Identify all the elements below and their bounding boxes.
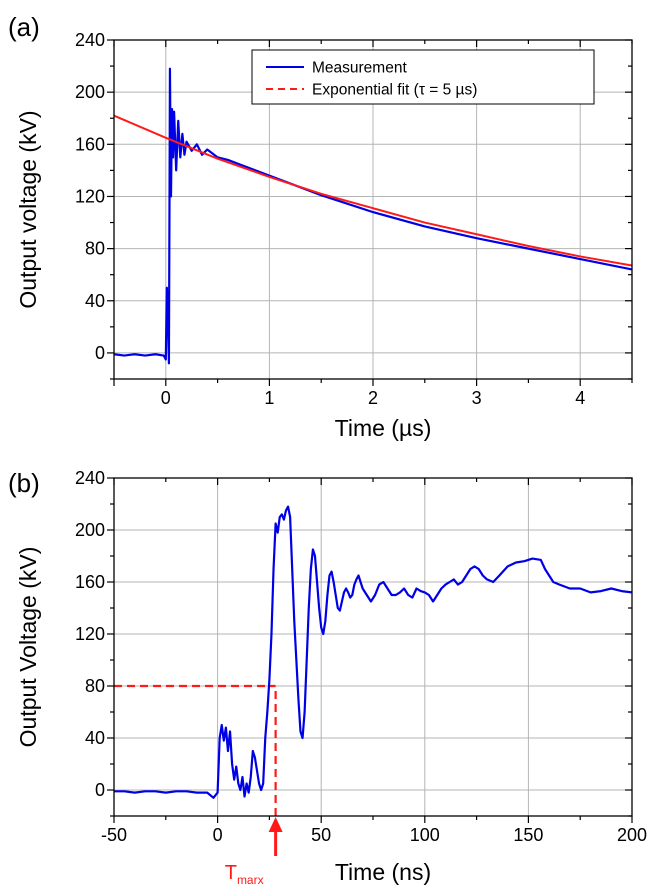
series-line-exponential-fit bbox=[114, 114, 632, 267]
panel-label: (a) bbox=[8, 12, 40, 42]
y-tick-label: 0 bbox=[95, 780, 105, 800]
series-line-measurement bbox=[114, 505, 632, 799]
series-group bbox=[114, 505, 632, 799]
x-axis-title: Time (ns) bbox=[335, 859, 431, 885]
x-tick-label: 3 bbox=[472, 388, 482, 408]
x-tick-label: 150 bbox=[513, 825, 543, 845]
y-tick-label: 0 bbox=[95, 343, 105, 363]
legend-box bbox=[251, 49, 595, 105]
axis-ticks bbox=[107, 477, 633, 823]
x-tick-label: 1 bbox=[264, 388, 274, 408]
y-tick-label: 120 bbox=[75, 624, 105, 644]
panel-b: -50 0 50 100 150 200 0 40 80 120 160 200 240 Time (ns… bbox=[8, 468, 647, 887]
x-tick-label: 2 bbox=[368, 388, 378, 408]
y-tick-label: 40 bbox=[85, 291, 105, 311]
y-tick-label: 200 bbox=[75, 82, 105, 102]
x-tick-label: 50 bbox=[311, 825, 331, 845]
x-tick-label: -50 bbox=[101, 825, 127, 845]
y-tick-label: 40 bbox=[85, 728, 105, 748]
y-axis-title: Output Voltage (kV) bbox=[15, 547, 41, 748]
arrow-icon bbox=[268, 817, 283, 832]
x-tick-label: 200 bbox=[617, 825, 647, 845]
y-axis-title: Output voltage (kV) bbox=[15, 110, 41, 308]
y-tick-label: 80 bbox=[85, 676, 105, 696]
y-tick-label: 160 bbox=[75, 134, 105, 154]
t-marx-label: Tmarx bbox=[225, 862, 264, 887]
y-tick-label: 240 bbox=[75, 468, 105, 488]
gridlines bbox=[113, 477, 633, 816]
x-axis-title: Time (µs) bbox=[335, 415, 432, 441]
y-tick-label: 80 bbox=[85, 239, 105, 259]
y-tick-label: 200 bbox=[75, 520, 105, 540]
legend-entry: Measurement bbox=[312, 60, 407, 77]
x-tick-label: 0 bbox=[213, 825, 223, 845]
panel-label: (b) bbox=[8, 468, 40, 498]
y-tick-label: 120 bbox=[75, 186, 105, 206]
t-marx-annotation: Tmarx bbox=[225, 817, 283, 887]
plot-frame bbox=[113, 477, 633, 817]
legend-entry: Exponential fit (τ = 5 µs) bbox=[312, 82, 477, 99]
x-tick-label: 4 bbox=[575, 388, 585, 408]
series-group bbox=[114, 67, 632, 365]
axis-ticks bbox=[107, 39, 633, 386]
x-tick-label: 0 bbox=[161, 388, 171, 408]
y-tick-label: 160 bbox=[75, 572, 105, 592]
x-tick-label: 100 bbox=[410, 825, 440, 845]
legend: Measurement Exponential fit (τ = 5 µs) bbox=[251, 49, 595, 105]
y-tick-label: 240 bbox=[75, 30, 105, 50]
